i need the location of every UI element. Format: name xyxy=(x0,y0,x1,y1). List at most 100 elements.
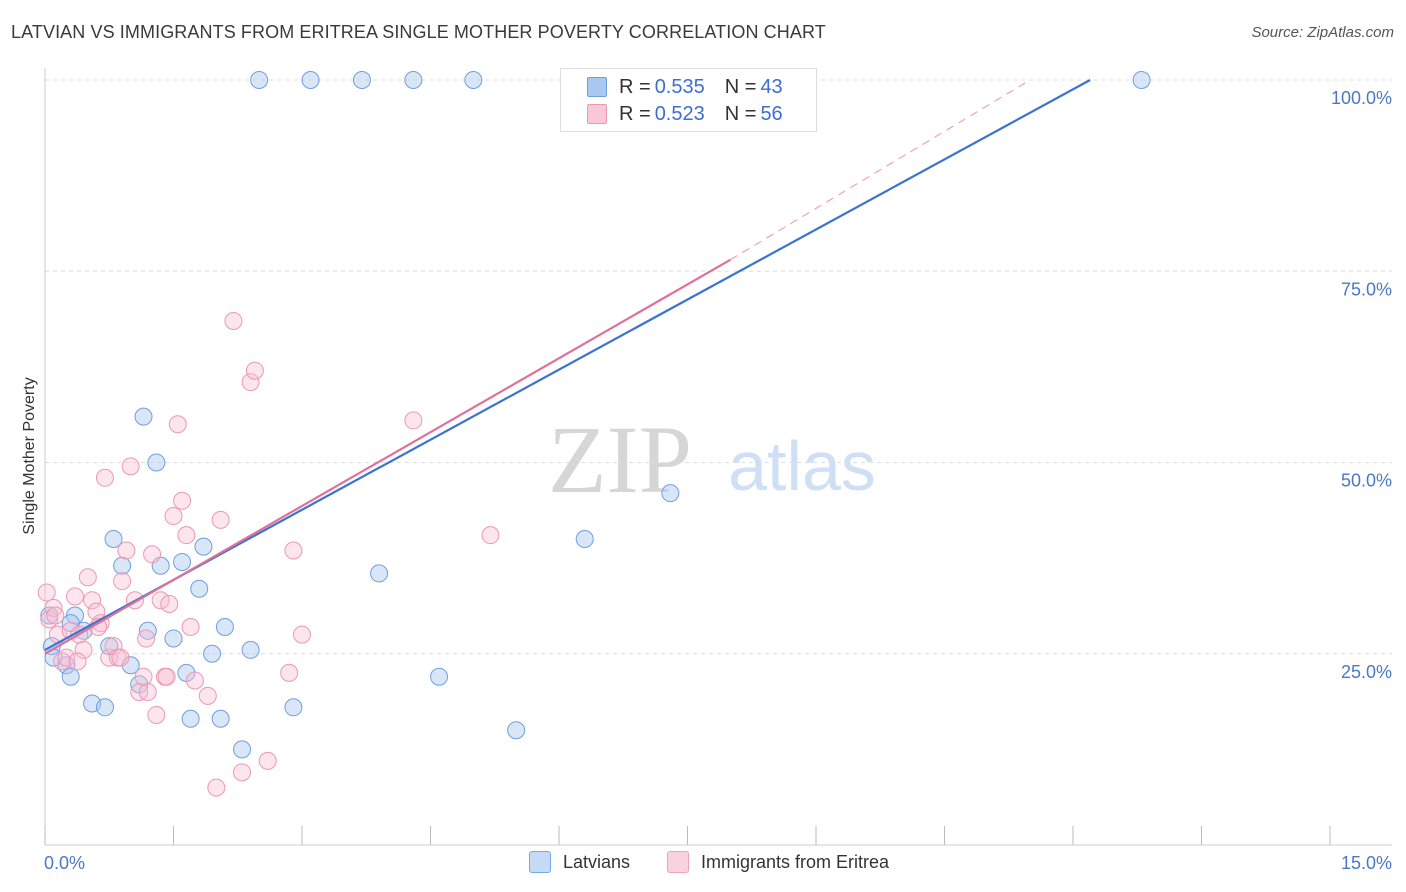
latvian-point xyxy=(95,698,114,717)
eritrea-point xyxy=(117,541,136,560)
latvian-point xyxy=(203,644,222,663)
legend-label-latvians: Latvians xyxy=(563,851,631,872)
eritrea-point xyxy=(87,602,106,621)
legend-label-eritrea: Immigrants from Eritrea xyxy=(701,851,890,872)
latvian-point xyxy=(575,530,594,548)
eritrea-point xyxy=(233,763,252,782)
latvian-point xyxy=(250,71,269,89)
eritrea-point xyxy=(113,572,132,591)
latvian-point xyxy=(190,579,209,598)
eritrea-point xyxy=(280,663,299,682)
source-label: Source: ZipAtlas.com xyxy=(1251,24,1394,41)
y-tick-label: 100.0% xyxy=(1331,88,1392,108)
eritrea-point xyxy=(65,587,84,606)
legend-row-eritrea: R = 0.523 N = 56 xyxy=(587,102,783,126)
eritrea-point xyxy=(37,583,56,602)
latvian-point xyxy=(507,721,526,740)
eritrea-point xyxy=(83,591,102,610)
legend-row-latvians: R = 0.535 N = 43 xyxy=(587,75,783,99)
eritrea-point xyxy=(481,526,500,545)
eritrea-point xyxy=(241,373,260,392)
legend-r-value: 0.523 xyxy=(654,102,705,125)
eritrea-point xyxy=(160,595,179,614)
latvian-point xyxy=(147,453,166,472)
eritrea-point xyxy=(157,667,176,686)
latvian-point xyxy=(352,71,371,89)
correlation-legend: R = 0.535 N = 43 R = 0.523 N = 56 xyxy=(560,68,817,132)
legend-n-label: N = xyxy=(724,102,757,125)
legend-n-value: 43 xyxy=(760,75,783,98)
eritrea-point xyxy=(207,778,226,797)
legend-n-value: 56 xyxy=(760,102,783,125)
series-legend: Latvians Immigrants from Eritrea xyxy=(0,851,1406,877)
eritrea-point xyxy=(104,637,123,656)
latvian-point xyxy=(211,709,230,728)
eritrea-point xyxy=(404,411,423,430)
latvian-point xyxy=(61,667,80,686)
eritrea-point xyxy=(121,457,140,476)
watermark-atlas: atlas xyxy=(728,427,876,505)
eritrea-point xyxy=(57,648,76,667)
chart-title: LATVIAN VS IMMIGRANTS FROM ERITREA SINGL… xyxy=(11,22,826,42)
grid-lines xyxy=(45,79,1392,655)
y-tick-label: 75.0% xyxy=(1341,279,1392,299)
y-tick-label: 50.0% xyxy=(1341,471,1392,491)
latvian-point xyxy=(181,709,200,728)
latvian-point xyxy=(138,621,157,640)
latvian-point xyxy=(430,667,449,686)
latvian-point xyxy=(1132,71,1151,89)
watermark-zip: ZIP xyxy=(548,406,692,513)
legend-swatch-eritrea xyxy=(587,104,607,124)
latvian-point xyxy=(464,71,483,89)
eritrea-point xyxy=(168,415,187,434)
eritrea-trend-line xyxy=(44,258,731,655)
latvian-point xyxy=(241,640,260,659)
eritrea-point xyxy=(68,652,87,671)
eritrea-point xyxy=(224,311,243,330)
latvian-point xyxy=(301,71,320,89)
eritrea-point xyxy=(138,683,157,701)
eritrea-point xyxy=(111,648,130,667)
eritrea-point xyxy=(181,617,200,636)
latvian-point xyxy=(164,629,183,648)
eritrea-point xyxy=(147,705,166,724)
legend-swatch-latvians xyxy=(587,77,607,97)
eritrea-point xyxy=(198,686,217,705)
legend-r-label: R = xyxy=(619,75,651,98)
eritrea-trend-extension xyxy=(730,79,1031,261)
latvians-trend-line xyxy=(44,79,1091,651)
latvian-point xyxy=(173,552,192,571)
tick-labels: 25.0% 50.0% 75.0% 100.0% 0.0% 15.0% xyxy=(44,88,1392,873)
eritrea-point xyxy=(173,491,192,510)
latvian-point xyxy=(661,484,680,503)
latvian-point xyxy=(215,617,234,636)
y-tick-label: 25.0% xyxy=(1341,662,1392,682)
legend-item-latvians[interactable]: Latvians xyxy=(529,851,630,873)
latvian-point xyxy=(233,740,252,759)
eritrea-point xyxy=(137,629,156,648)
axes xyxy=(44,68,1392,846)
eritrea-point xyxy=(164,507,183,526)
eritrea-point xyxy=(78,568,97,587)
legend-swatch-latvians xyxy=(529,851,551,873)
x-tick-label: 15.0% xyxy=(1341,853,1392,873)
legend-r-value: 0.535 xyxy=(654,75,705,98)
eritrea-point xyxy=(134,667,153,686)
eritrea-point xyxy=(185,671,204,690)
eritrea-point xyxy=(95,468,114,487)
eritrea-point xyxy=(44,598,63,617)
eritrea-point xyxy=(258,751,277,770)
latvian-point xyxy=(284,698,303,717)
legend-item-eritrea[interactable]: Immigrants from Eritrea xyxy=(667,851,889,873)
latvian-point xyxy=(194,537,213,556)
latvian-point xyxy=(104,530,123,548)
eritrea-point xyxy=(151,591,170,610)
y-axis-label: Single Mother Poverty xyxy=(21,377,38,534)
x-tick-label: 0.0% xyxy=(44,853,85,873)
legend-swatch-eritrea xyxy=(667,851,689,873)
latvian-point xyxy=(404,71,423,89)
legend-n-label: N = xyxy=(724,75,757,98)
eritrea-point xyxy=(293,625,311,644)
eritrea-point xyxy=(211,510,230,529)
